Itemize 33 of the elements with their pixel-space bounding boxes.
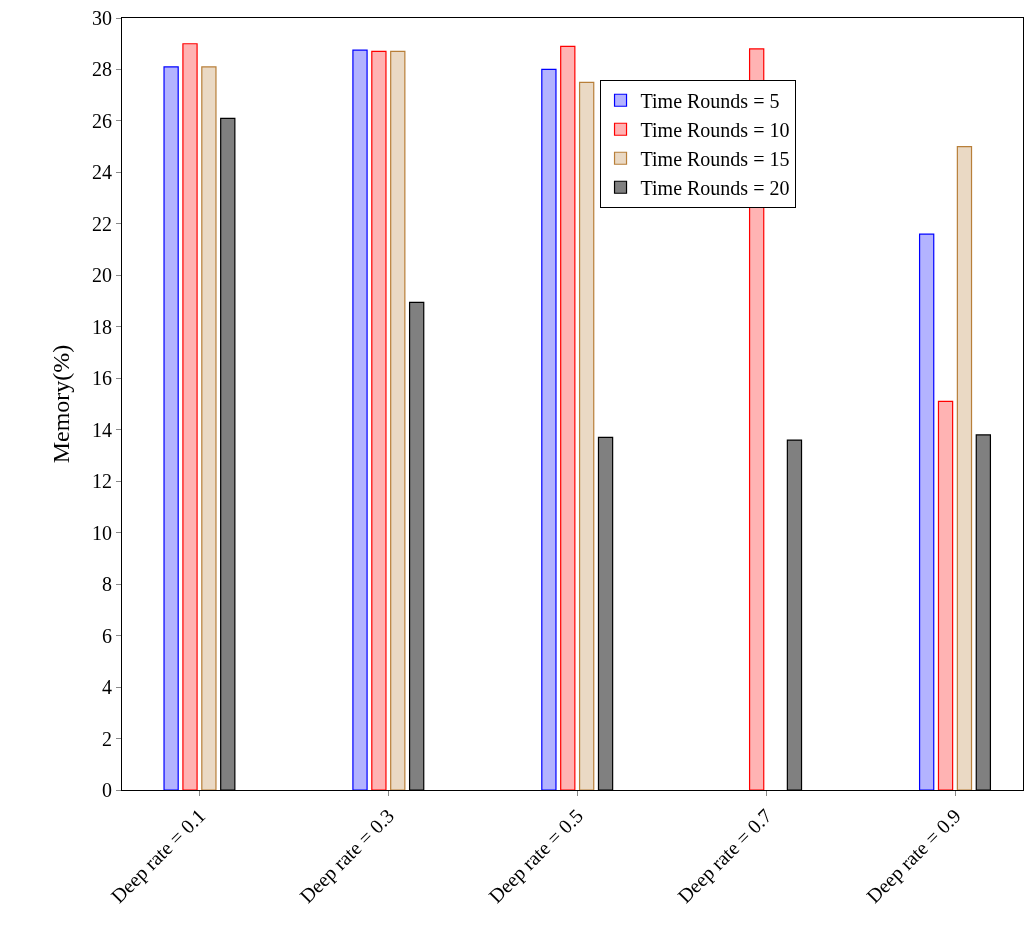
y-tick-label: 6 [102,624,112,647]
y-axis-title: Memory(%) [48,344,75,464]
bar [182,43,198,790]
y-tick-label: 30 [92,7,112,29]
y-tick-label: 12 [92,470,112,493]
y-tick-label: 0 [102,779,112,801]
y-tick-label: 14 [92,418,112,441]
y-tick-label: 20 [92,264,112,287]
y-tick-label: 2 [102,727,112,750]
bar [352,49,368,790]
y-tick-label: 8 [102,573,112,596]
bar [937,400,954,790]
y-tick-label: 16 [92,367,112,390]
bar [956,146,973,790]
y-tick-label: 10 [92,521,112,544]
y-tick-label: 26 [92,109,112,132]
bar [560,45,576,790]
bar [201,66,217,790]
bar [390,50,406,790]
legend-label: Time Rounds = 10 [640,119,790,142]
bar [578,81,595,790]
y-tick-label: 18 [92,315,112,338]
legend-label: Time Rounds = 5 [640,90,780,113]
legend-label: Time Rounds = 15 [640,148,790,171]
y-tick-label: 4 [102,676,112,699]
bar [918,233,935,790]
legend-label: Time Rounds = 20 [640,177,790,200]
bar [163,66,179,790]
bar [371,50,387,790]
y-tick-label: 22 [92,212,112,235]
y-tick-label: 24 [92,161,112,184]
y-tick-label: 28 [92,58,112,81]
bar [541,68,557,790]
